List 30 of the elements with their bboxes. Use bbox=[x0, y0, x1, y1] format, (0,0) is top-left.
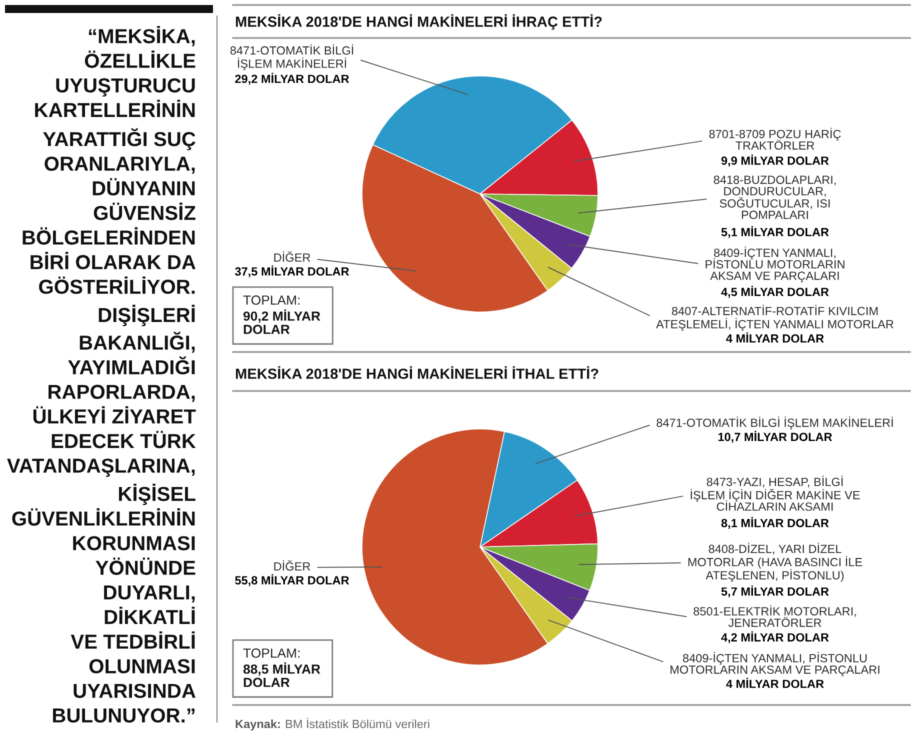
data-label: 29,2 MİLYAR DOLAR bbox=[235, 72, 350, 85]
slice-label: DİĞER bbox=[274, 560, 310, 571]
slice-label: 8418-BUZDOLAPLARI, DONDURUCULAR, SOĞUTUCULAR, ISI POMPALARI bbox=[714, 176, 836, 220]
text: Kaynak: BM İstatistik Bölümü verileri bbox=[236, 718, 430, 731]
data-label: 4 MİLYAR DOLAR bbox=[726, 678, 824, 688]
slice-label: 8409-İÇTEN YANMALI, PİSTONLU MOTORLARIN AKSAM VE PARÇALARI bbox=[670, 652, 880, 676]
slice-label: DİĞER bbox=[274, 251, 310, 262]
slice-label: 8501-ELEKTRİK MOTORLARI, JENERATÖRLER bbox=[694, 605, 856, 627]
text: “MEKSİKA, ÖZELLİKLE UYUŞTURUCU KARTELLERİNİN YARATTIĞI SUÇ ORANLARIYLA, DÜNYANIN GÜVENSİZ BÖLGELERİNDEN BİRİ OLARAK DA GÖSTERİLİYOR. DIŞİŞLERİ BAKANLIĞI, YAYIMLADIĞI RAPORLARDA, ÜLKEYİ ZİYARET EDECEK TÜRK VATANDAŞLARINA, KİŞİSEL GÜVENLİKLERİNİN KORUNMASI YÖNÜNDE DUYARLI, DİKKATLİ VE TEDBİRLİ OLUNMASI UYARISINDA BULUNUYOR.” bbox=[7, 26, 196, 723]
slice-label: 8471-OTOMATİK BİLGİ İŞLEM MAKİNELERİ bbox=[656, 416, 893, 430]
data-label: 4,5 MİLYAR DOLAR bbox=[721, 286, 829, 298]
chart-title: MEKSİKA 2018'DE HANGİ MAKİNELERİ İTHAL ETTİ? bbox=[236, 366, 598, 379]
chart-title: MEKSİKA 2018'DE HANGİ MAKİNELERİ İHRAÇ ETTİ? bbox=[236, 14, 602, 30]
data-label: 37,5 MİLYAR DOLAR bbox=[234, 265, 350, 278]
data-label: 4 MİLYAR DOLAR bbox=[726, 332, 824, 343]
data-label: 8,1 MİLYAR DOLAR bbox=[721, 517, 829, 529]
text: TOPLAM: 90,2 MİLYAR DOLAR bbox=[243, 295, 320, 334]
data-label: 10,7 MİLYAR DOLAR bbox=[718, 430, 832, 443]
data-label: 55,8 MİLYAR DOLAR bbox=[235, 574, 350, 586]
slice-label: 8407-ALTERNATİF-ROTATİF KIVILCIM ATEŞLEMELİ, İÇTEN YANMALI MOTORLAR bbox=[656, 304, 894, 331]
data-label: 4,2 MİLYAR DOLAR bbox=[721, 631, 829, 644]
slice-label: 8701-8709 POZU HARİÇ TRAKTÖRLER bbox=[709, 128, 841, 150]
data-label: 5,1 MİLYAR DOLAR bbox=[721, 226, 829, 238]
slice-label: 8473-YAZI, HESAP, BİLGİ İŞLEM İÇİN DİĞER MAKİNE VE CİHAZLARIN AKSAMI bbox=[690, 476, 860, 511]
slice-label: 8409-İÇTEN YANMALI, PİSTONLU MOTORLARIN AKSAM VE PARÇALARI bbox=[706, 246, 844, 282]
slice-label: 8408-DİZEL, YARI DİZEL MOTORLAR (HAVA BASINCI İLE ATEŞLENEN, PİSTONLU) bbox=[688, 542, 862, 582]
data-label: 5,7 MİLYAR DOLAR bbox=[721, 585, 829, 598]
slice-label: 8471-OTOMATİK BİLGİ İŞLEM MAKİNELERİ bbox=[230, 44, 354, 70]
text: TOPLAM: 88,5 MİLYAR DOLAR bbox=[243, 648, 320, 688]
data-label: 9,9 MİLYAR DOLAR bbox=[721, 154, 829, 167]
